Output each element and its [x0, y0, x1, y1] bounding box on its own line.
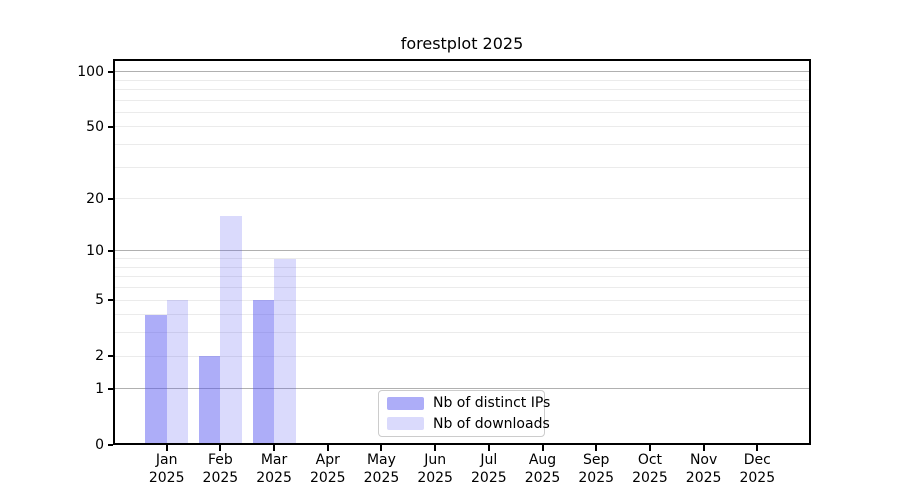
x-tick-label: Oct 2025	[618, 451, 682, 487]
x-tick-label-line: 2025	[309, 470, 346, 486]
x-tick-label: Nov 2025	[672, 451, 736, 487]
x-tick-mark	[648, 445, 651, 451]
y-tick-label: 1	[95, 380, 104, 397]
y-tick-mark	[108, 125, 113, 128]
x-tick-label-line: Jul	[480, 452, 498, 468]
x-tick-label-line: 2025	[256, 470, 292, 486]
x-tick-label: Jan 2025	[135, 451, 199, 487]
gridline-minor	[115, 287, 809, 289]
x-tick-label-line: Jan	[155, 452, 178, 468]
gridline-minor	[115, 355, 809, 357]
y-tick-mark	[108, 387, 113, 390]
y-tick-label: 10	[86, 242, 104, 259]
x-tick-label-line: Sep	[583, 452, 610, 468]
y-tick-mark	[108, 249, 113, 252]
y-tick-label: 20	[86, 190, 104, 207]
x-tick-label-line: 2025	[417, 470, 453, 486]
x-tick-label-line: 2025	[739, 470, 776, 486]
gridline-minor	[115, 198, 809, 200]
y-tick-mark	[108, 197, 113, 200]
gridline-major	[115, 250, 809, 252]
x-tick-mark	[273, 445, 276, 451]
y-tick-mark	[108, 355, 113, 358]
gridline-major	[115, 71, 809, 73]
bar-distinct-ips	[252, 300, 275, 443]
x-tick-label-line: Aug	[528, 452, 557, 468]
x-tick-mark	[487, 445, 490, 451]
x-tick-label-line: 2025	[471, 470, 507, 486]
y-tick-mark	[108, 70, 113, 73]
x-tick-label: Feb 2025	[188, 451, 252, 487]
x-tick-label-line: 2025	[632, 470, 668, 486]
y-tick-mark	[108, 444, 113, 446]
gridline-minor	[115, 266, 809, 268]
x-tick-label-line: 2025	[685, 470, 722, 486]
y-tick-label: 2	[95, 348, 104, 365]
x-tick-label: Sep 2025	[564, 451, 628, 487]
legend-swatch-downloads	[387, 417, 424, 431]
y-tick-label: 5	[95, 292, 104, 309]
x-tick-label-line: 2025	[578, 470, 615, 486]
x-tick-mark	[756, 445, 759, 451]
x-tick-label-line: Dec	[743, 452, 771, 468]
y-tick-label: 0	[95, 437, 104, 453]
bar-distinct-ips	[198, 356, 221, 443]
bar-distinct-ips	[145, 314, 167, 443]
legend: Nb of distinct IPs Nb of downloads	[378, 390, 550, 437]
x-tick-label: Jul 2025	[457, 451, 521, 487]
x-tick-label: Jun 2025	[403, 451, 467, 487]
x-tick-label-line: 2025	[524, 470, 561, 486]
gridline-minor	[115, 88, 809, 90]
x-tick-mark	[165, 445, 168, 451]
y-tick-label: 50	[86, 118, 104, 135]
x-tick-mark	[595, 445, 598, 451]
gridline-minor	[115, 144, 809, 146]
x-tick-label: Dec 2025	[725, 451, 789, 487]
bar-downloads	[274, 258, 296, 443]
y-tick-label: 100	[77, 63, 104, 80]
gridline-minor	[115, 99, 809, 101]
gridline-minor	[115, 276, 809, 278]
x-tick-label-line: Oct	[637, 452, 663, 468]
x-tick-label-line: 2025	[363, 470, 400, 486]
y-tick-mark	[108, 299, 113, 302]
x-tick-label: Aug 2025	[511, 451, 575, 487]
x-tick-label-line: 2025	[202, 470, 239, 486]
x-tick-label-line: 2025	[148, 470, 185, 486]
x-tick-label: May 2025	[349, 451, 413, 487]
legend-swatch-distinct-ips	[387, 396, 424, 410]
legend-label-downloads: Nb of downloads	[433, 415, 550, 432]
x-tick-mark	[541, 445, 544, 451]
gridline-major	[115, 388, 809, 390]
gridline-minor	[115, 79, 809, 81]
x-tick-label: Apr 2025	[296, 451, 360, 487]
x-tick-mark	[702, 445, 705, 451]
bar-downloads	[220, 215, 242, 443]
gridline-minor	[115, 332, 809, 334]
x-tick-label-line: Apr	[315, 452, 340, 468]
legend-row-distinct-ips: Nb of distinct IPs	[387, 395, 550, 412]
gridline-minor	[115, 314, 809, 316]
x-tick-mark	[380, 445, 383, 451]
bar-downloads	[166, 300, 189, 443]
legend-row-downloads: Nb of downloads	[387, 416, 550, 433]
x-tick-mark	[219, 445, 222, 451]
x-tick-label-line: Feb	[207, 452, 233, 468]
x-tick-label-line: Mar	[260, 452, 288, 468]
x-tick-label-line: Nov	[689, 452, 718, 468]
gridline-minor	[115, 166, 809, 168]
gridline-minor	[115, 126, 809, 128]
x-tick-label: Mar 2025	[242, 451, 306, 487]
x-tick-label-line: May	[366, 452, 396, 468]
legend-label-distinct-ips: Nb of distinct IPs	[433, 395, 551, 412]
x-tick-mark	[434, 445, 437, 451]
gridline-minor	[115, 258, 809, 260]
chart-title: forestplot 2025	[400, 34, 524, 53]
gridline-minor	[115, 299, 809, 301]
gridline-minor	[115, 111, 809, 113]
x-tick-mark	[326, 445, 329, 451]
x-tick-label-line: Jun	[424, 452, 447, 468]
